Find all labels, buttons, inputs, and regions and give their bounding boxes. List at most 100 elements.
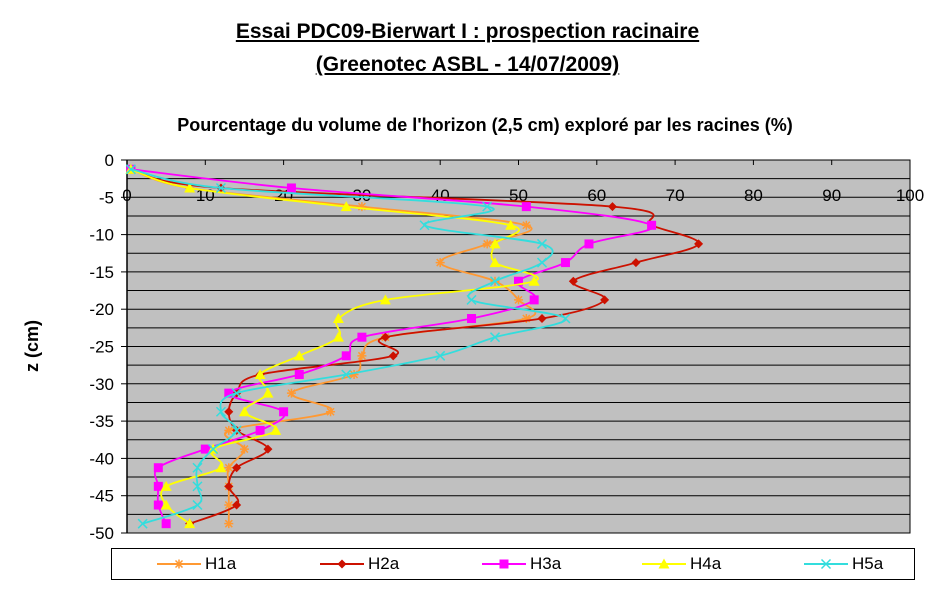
data-point-h3a [521,202,531,212]
data-point-h3a [161,519,171,529]
data-point-h1a [326,407,336,417]
legend-marker-icon [658,558,670,569]
y-tick-label: -20 [89,300,114,319]
y-tick-label: -10 [89,226,114,245]
data-point-h5a [231,425,242,436]
y-tick-label: -15 [89,263,114,282]
data-point-h2a [537,314,547,324]
data-point-h4a [489,257,501,268]
data-point-h2a [388,351,398,361]
legend-marker-icon [499,559,509,569]
data-point-h4a [254,368,266,379]
chart-title: Essai PDC09-Bierwart I : prospection rac… [235,20,700,43]
data-point-h3a [341,351,351,361]
data-point-h1a [357,351,367,361]
data-point-h3a [467,314,477,324]
data-point-h5a [192,462,203,473]
x-tick-label: 50 [509,186,528,205]
data-point-h5a [536,238,548,249]
data-point-h4a [332,331,344,342]
legend-swatch-icon [482,559,526,569]
data-point-h1a [239,444,249,454]
legend-item-h2a: H2a [320,549,399,579]
data-point-h2a [568,276,578,286]
data-point-h5a [215,406,226,417]
data-point-h4a [215,462,227,473]
data-point-h4a [262,387,274,398]
data-point-h4a [332,313,344,324]
data-point-h3a [200,444,210,454]
data-point-h4a [489,238,501,249]
series-line-h2a [130,168,700,525]
data-point-h1a [357,202,367,212]
data-point-h3a [286,183,296,193]
data-point-h5a [489,332,501,343]
data-point-h4a [528,275,540,286]
data-point-h5a [192,499,203,511]
data-point-h2a [600,295,610,305]
data-point-h1a [224,463,234,473]
series-line-h5a [130,168,567,525]
data-point-h2a [694,239,704,249]
data-point-h2a [607,202,617,212]
series-line-h3a [130,168,654,525]
data-point-h3a [294,369,304,379]
data-point-h2a [263,444,273,454]
data-point-h3a [153,463,163,473]
data-point-h1a [521,314,531,324]
chart-title-line2: (Greenotec ASBL - 14/07/2009) [315,53,620,76]
data-point-h3a [279,407,289,417]
legend-swatch-icon [804,558,848,570]
y-tick-label: -35 [89,412,114,431]
legend-label: H2a [368,554,400,573]
data-point-h4a [270,424,282,435]
data-point-h5a [231,388,242,399]
x-tick-label: 70 [666,186,685,205]
data-point-h3a [647,220,657,230]
data-point-h4a [379,294,391,305]
data-point-h3a [153,481,163,491]
x-tick-label: 80 [744,186,763,205]
data-point-h3a [153,500,163,510]
data-point-h1a [224,500,234,510]
data-point-h5a [137,518,148,529]
data-point-h5a [489,276,501,287]
data-point-h1a [514,295,523,305]
data-point-h4a [293,350,305,361]
data-point-h4a [160,499,172,510]
legend-marker-icon [174,559,184,569]
data-point-h5a [125,164,136,175]
legend-item-h3a: H3a [482,549,561,579]
data-point-h5a [560,313,571,324]
legend-item-h4a: H4a [642,549,721,579]
data-point-h5a [466,294,477,305]
series-line-h4a [130,168,539,525]
data-point-h5a [435,350,446,361]
data-point-h1a [286,388,296,398]
data-point-h1a [482,239,492,249]
data-point-h3a [514,276,523,286]
data-point-h5a [419,220,430,231]
data-point-h2a [232,463,242,473]
y-tick-label: -40 [89,449,114,468]
data-point-h1a [224,519,234,529]
data-point-h4a [184,518,196,529]
x-tick-label: 90 [822,186,841,205]
legend-marker-icon [337,559,347,569]
legend-swatch-icon [320,559,364,569]
data-point-h3a [584,239,594,249]
legend-item-h1a: H1a [157,549,236,579]
legend-label: H5a [852,554,884,573]
data-point-h2a [380,332,390,342]
data-point-h2a [224,481,234,491]
legend-label: H4a [690,554,722,573]
legend-item-h5a: H5a [804,549,883,579]
x-tick-label: 100 [896,186,924,205]
data-point-h5a [192,481,203,492]
data-point-h4a [238,406,250,417]
y-tick-label: -50 [89,524,114,543]
data-point-h3a [560,258,570,268]
legend-label: H1a [205,554,237,573]
data-point-h1a [435,258,445,268]
